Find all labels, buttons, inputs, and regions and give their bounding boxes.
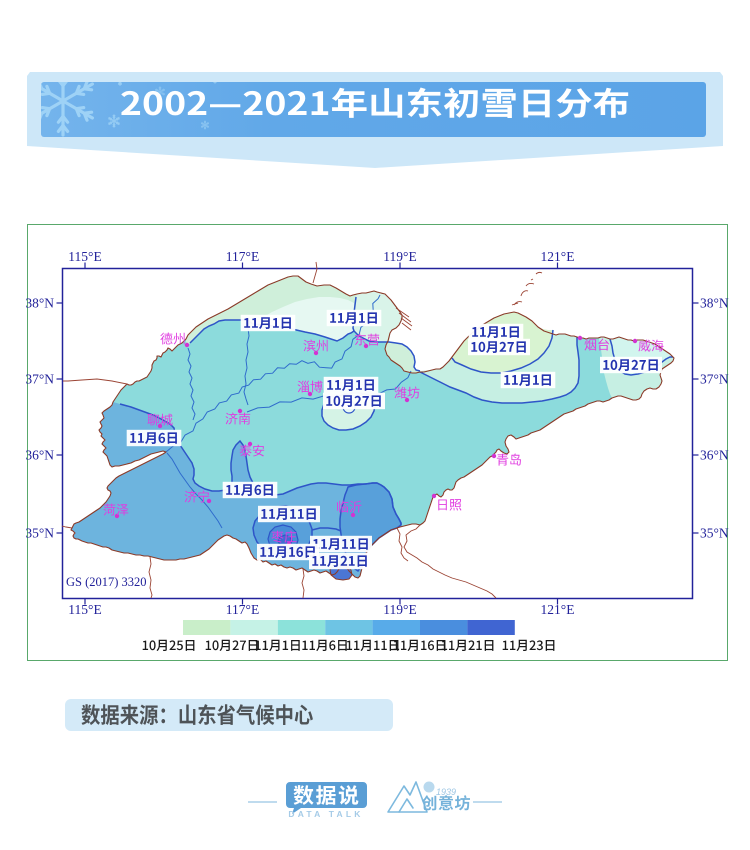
svg-text:117°E: 117°E	[226, 249, 259, 264]
svg-text:36°N: 36°N	[25, 448, 54, 463]
svg-text:36°N: 36°N	[700, 448, 729, 463]
svg-text:121°E: 121°E	[541, 249, 575, 264]
svg-text:GS (2017) 3320: GS (2017) 3320	[66, 575, 147, 589]
svg-text:119°E: 119°E	[383, 602, 416, 617]
svg-text:37°N: 37°N	[25, 372, 54, 387]
svg-text:115°E: 115°E	[68, 602, 101, 617]
svg-text:35°N: 35°N	[25, 526, 54, 541]
svg-text:119°E: 119°E	[383, 249, 416, 264]
svg-text:37°N: 37°N	[700, 372, 729, 387]
svg-text:38°N: 38°N	[25, 296, 54, 311]
svg-text:38°N: 38°N	[700, 296, 729, 311]
svg-text:1939: 1939	[436, 787, 456, 797]
svg-text:115°E: 115°E	[68, 249, 101, 264]
svg-text:121°E: 121°E	[541, 602, 575, 617]
svg-text:117°E: 117°E	[226, 602, 259, 617]
svg-text:DATA TALK: DATA TALK	[288, 809, 363, 819]
svg-text:35°N: 35°N	[700, 526, 729, 541]
